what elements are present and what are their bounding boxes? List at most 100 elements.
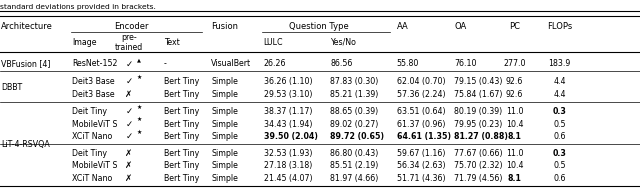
Text: 0.3: 0.3 — [552, 149, 566, 158]
Text: ✓: ✓ — [125, 107, 132, 116]
Text: 36.26 (1.10): 36.26 (1.10) — [264, 77, 312, 86]
Text: 26.26: 26.26 — [264, 59, 286, 68]
Text: 0.5: 0.5 — [553, 120, 566, 129]
Text: 29.53 (3.10): 29.53 (3.10) — [264, 90, 312, 99]
Text: 8.1: 8.1 — [508, 174, 522, 183]
Text: ✗: ✗ — [125, 149, 132, 158]
Text: 76.10: 76.10 — [454, 59, 477, 68]
Text: Image: Image — [72, 38, 97, 47]
Text: ✓: ✓ — [125, 120, 132, 129]
Text: Simple: Simple — [211, 161, 238, 170]
Text: 27.18 (3.18): 27.18 (3.18) — [264, 161, 312, 170]
Text: 10.4: 10.4 — [506, 120, 524, 129]
Text: 57.36 (2.24): 57.36 (2.24) — [397, 90, 445, 99]
Text: XCiT Nano: XCiT Nano — [72, 174, 113, 183]
Text: 89.02 (0.27): 89.02 (0.27) — [330, 120, 378, 129]
Text: Simple: Simple — [211, 77, 238, 86]
Text: 34.43 (1.94): 34.43 (1.94) — [264, 120, 312, 129]
Text: Question Type: Question Type — [289, 22, 349, 31]
Text: ★: ★ — [137, 130, 142, 135]
Text: 39.50 (2.04): 39.50 (2.04) — [264, 132, 317, 141]
Text: 61.37 (0.96): 61.37 (0.96) — [397, 120, 445, 129]
Text: 62.04 (0.70): 62.04 (0.70) — [397, 77, 445, 86]
Text: ✓: ✓ — [125, 132, 132, 141]
Text: 92.6: 92.6 — [506, 77, 524, 86]
Text: ★: ★ — [137, 105, 142, 110]
Text: 86.80 (0.43): 86.80 (0.43) — [330, 149, 378, 158]
Text: Architecture: Architecture — [1, 22, 53, 31]
Text: OA: OA — [454, 22, 467, 31]
Text: LULC: LULC — [264, 38, 283, 47]
Text: 0.5: 0.5 — [553, 161, 566, 170]
Text: 4.4: 4.4 — [553, 77, 566, 86]
Text: Simple: Simple — [211, 174, 238, 183]
Text: 63.51 (0.64): 63.51 (0.64) — [397, 107, 445, 116]
Text: 4.4: 4.4 — [553, 90, 566, 99]
Text: FLOPs: FLOPs — [547, 22, 572, 31]
Text: -: - — [164, 59, 166, 68]
Text: 89.72 (0.65): 89.72 (0.65) — [330, 132, 384, 141]
Text: 71.79 (4.56): 71.79 (4.56) — [454, 174, 503, 183]
Text: 32.53 (1.93): 32.53 (1.93) — [264, 149, 312, 158]
Text: 81.27 (0.88): 81.27 (0.88) — [454, 132, 508, 141]
Text: MobileViT S: MobileViT S — [72, 120, 118, 129]
Text: LiT-4-RSVQA: LiT-4-RSVQA — [1, 140, 50, 149]
Text: ✓: ✓ — [125, 77, 132, 86]
Text: 81.97 (4.66): 81.97 (4.66) — [330, 174, 378, 183]
Text: Bert Tiny: Bert Tiny — [164, 120, 199, 129]
Text: 0.6: 0.6 — [553, 132, 566, 141]
Text: ✗: ✗ — [125, 90, 132, 99]
Text: 85.51 (2.19): 85.51 (2.19) — [330, 161, 378, 170]
Text: standard deviations provided in brackets.: standard deviations provided in brackets… — [0, 4, 156, 10]
Text: 8.1: 8.1 — [508, 132, 522, 141]
Text: 88.65 (0.39): 88.65 (0.39) — [330, 107, 378, 116]
Text: 86.56: 86.56 — [330, 59, 353, 68]
Text: Deit3 Base: Deit3 Base — [72, 90, 115, 99]
Text: ✓: ✓ — [125, 59, 132, 68]
Text: ★: ★ — [137, 75, 142, 80]
Text: Bert Tiny: Bert Tiny — [164, 90, 199, 99]
Text: 0.3: 0.3 — [552, 107, 566, 116]
Text: 85.21 (1.39): 85.21 (1.39) — [330, 90, 378, 99]
Text: Simple: Simple — [211, 107, 238, 116]
Text: VisualBert: VisualBert — [211, 59, 252, 68]
Text: Bert Tiny: Bert Tiny — [164, 107, 199, 116]
Text: 38.37 (1.17): 38.37 (1.17) — [264, 107, 312, 116]
Text: XCiT Nano: XCiT Nano — [72, 132, 113, 141]
Text: 21.45 (4.07): 21.45 (4.07) — [264, 174, 312, 183]
Text: MobileViT S: MobileViT S — [72, 161, 118, 170]
Text: 11.0: 11.0 — [506, 149, 524, 158]
Text: Bert Tiny: Bert Tiny — [164, 132, 199, 141]
Text: DBBT: DBBT — [1, 83, 22, 92]
Text: 87.83 (0.30): 87.83 (0.30) — [330, 77, 378, 86]
Text: 56.34 (2.63): 56.34 (2.63) — [397, 161, 445, 170]
Text: Simple: Simple — [211, 90, 238, 99]
Text: 55.80: 55.80 — [397, 59, 419, 68]
Text: 51.71 (4.36): 51.71 (4.36) — [397, 174, 445, 183]
Text: Deit Tiny: Deit Tiny — [72, 107, 108, 116]
Text: Bert Tiny: Bert Tiny — [164, 161, 199, 170]
Text: 75.84 (1.67): 75.84 (1.67) — [454, 90, 503, 99]
Text: 79.15 (0.43): 79.15 (0.43) — [454, 77, 503, 86]
Text: Simple: Simple — [211, 132, 238, 141]
Text: Deit Tiny: Deit Tiny — [72, 149, 108, 158]
Text: PC: PC — [509, 22, 520, 31]
Text: Bert Tiny: Bert Tiny — [164, 77, 199, 86]
Text: 77.67 (0.66): 77.67 (0.66) — [454, 149, 503, 158]
Text: 11.0: 11.0 — [506, 107, 524, 116]
Text: Simple: Simple — [211, 149, 238, 158]
Text: 0.6: 0.6 — [553, 174, 566, 183]
Text: 92.6: 92.6 — [506, 90, 524, 99]
Text: 64.61 (1.35): 64.61 (1.35) — [397, 132, 451, 141]
Text: 183.9: 183.9 — [548, 59, 570, 68]
Text: Deit3 Base: Deit3 Base — [72, 77, 115, 86]
Text: 80.19 (0.39): 80.19 (0.39) — [454, 107, 502, 116]
Text: ✗: ✗ — [125, 174, 132, 183]
Text: Bert Tiny: Bert Tiny — [164, 149, 199, 158]
Text: Encoder: Encoder — [114, 22, 148, 31]
Text: ▲: ▲ — [137, 57, 141, 62]
Text: pre-
trained: pre- trained — [115, 33, 143, 52]
Text: 75.70 (2.32): 75.70 (2.32) — [454, 161, 503, 170]
Text: Yes/No: Yes/No — [330, 38, 356, 47]
Text: VBFusion [4]: VBFusion [4] — [1, 59, 51, 68]
